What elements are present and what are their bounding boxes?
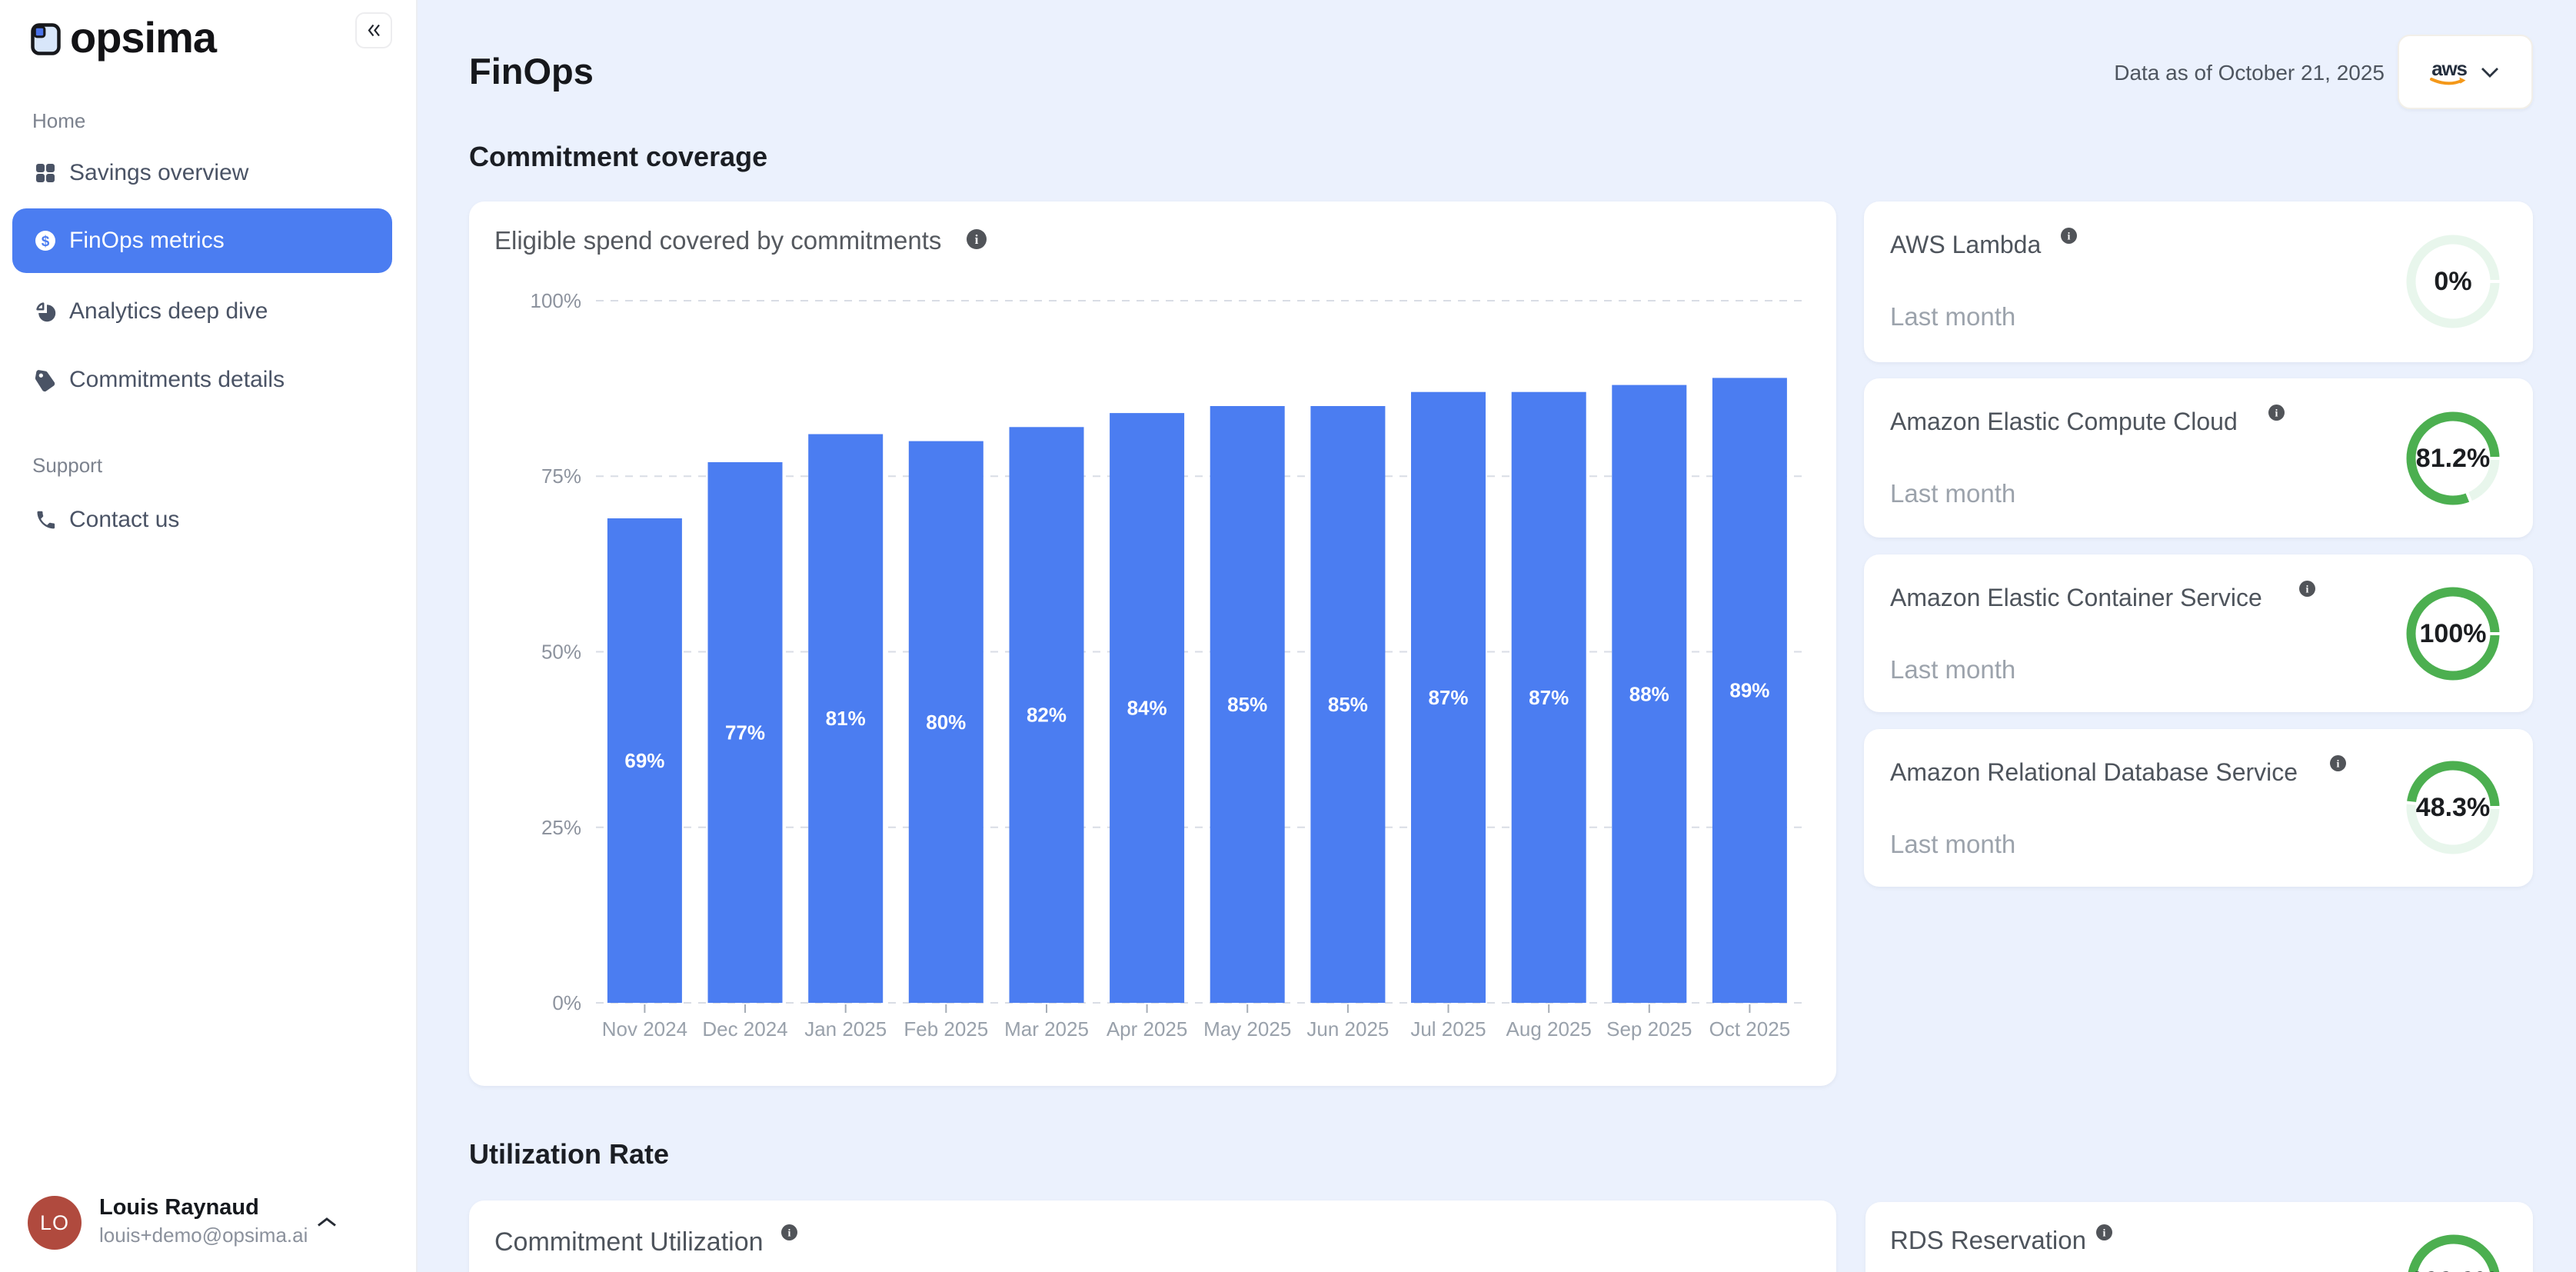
svg-text:81%: 81%	[826, 707, 866, 730]
svg-text:88%: 88%	[1629, 682, 1669, 705]
svg-text:85%: 85%	[1328, 693, 1368, 716]
svg-text:89%: 89%	[1729, 679, 1769, 702]
svg-text:i: i	[2103, 1228, 2106, 1240]
svg-text:i: i	[788, 1228, 791, 1240]
svg-text:Apr 2025: Apr 2025	[1107, 1017, 1188, 1041]
svg-text:77%: 77%	[725, 721, 765, 744]
svg-text:Mar 2025: Mar 2025	[1004, 1017, 1089, 1041]
svg-text:85%: 85%	[1227, 693, 1267, 716]
svg-text:84%: 84%	[1127, 697, 1167, 720]
svg-text:May 2025: May 2025	[1203, 1017, 1291, 1041]
svg-text:25%: 25%	[541, 816, 581, 839]
svg-text:Feb 2025: Feb 2025	[904, 1017, 988, 1041]
svg-text:aws: aws	[2431, 57, 2467, 80]
svg-text:Oct 2025: Oct 2025	[1709, 1017, 1791, 1041]
svg-text:Dec 2024: Dec 2024	[702, 1017, 787, 1041]
svg-text:75%: 75%	[541, 465, 581, 488]
svg-text:Nov 2024: Nov 2024	[602, 1017, 687, 1041]
svg-text:Sep 2025: Sep 2025	[1606, 1017, 1692, 1041]
svg-text:50%: 50%	[541, 641, 581, 664]
svg-text:i: i	[2068, 231, 2071, 243]
svg-text:i: i	[2275, 408, 2278, 420]
svg-text:87%: 87%	[1428, 686, 1468, 709]
svg-text:Jun 2025: Jun 2025	[1306, 1017, 1389, 1041]
svg-text:80%: 80%	[926, 711, 966, 734]
svg-text:i: i	[975, 232, 979, 247]
svg-text:82%: 82%	[1027, 704, 1067, 727]
svg-text:$: $	[42, 234, 50, 250]
svg-text:69%: 69%	[624, 749, 664, 772]
svg-text:100%: 100%	[531, 289, 582, 312]
svg-text:Aug 2025: Aug 2025	[1506, 1017, 1592, 1041]
svg-text:Jul 2025: Jul 2025	[1410, 1017, 1486, 1041]
svg-text:87%: 87%	[1529, 686, 1569, 709]
svg-text:i: i	[2306, 584, 2309, 596]
svg-text:i: i	[2337, 759, 2340, 771]
svg-text:0%: 0%	[552, 991, 581, 1014]
svg-text:Jan 2025: Jan 2025	[804, 1017, 887, 1041]
